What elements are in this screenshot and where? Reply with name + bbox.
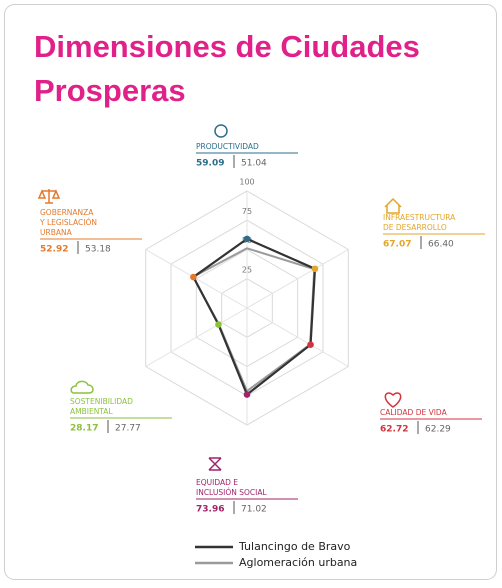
chart-title: Prosperas bbox=[34, 73, 186, 108]
value-label: 66.40 bbox=[428, 240, 454, 250]
icons bbox=[37, 124, 402, 471]
icon bbox=[384, 392, 402, 408]
spoke bbox=[145, 307, 248, 367]
category-label: CALIDAD DE VIDA bbox=[380, 408, 448, 417]
value-label: 59.09 bbox=[196, 159, 224, 169]
point bbox=[243, 391, 251, 398]
chart-title: Dimensiones de Ciudades bbox=[34, 29, 420, 64]
card bbox=[4, 4, 497, 580]
legend-label: Aglomeración urbana bbox=[239, 556, 357, 569]
point bbox=[307, 341, 314, 348]
icon bbox=[70, 380, 94, 394]
category-label: Y LEGISLACIÓN bbox=[39, 218, 97, 227]
value-label: 53.18 bbox=[85, 245, 111, 255]
icon bbox=[208, 457, 222, 471]
category-label: INFRAESTRUCTURA bbox=[383, 213, 456, 222]
value-label: 51.04 bbox=[241, 159, 267, 169]
icon bbox=[214, 124, 228, 138]
category-label: DE DESARROLLO bbox=[383, 223, 447, 232]
value-label: 28.17 bbox=[70, 424, 98, 434]
spoke bbox=[145, 249, 248, 309]
value-label: 52.92 bbox=[40, 245, 68, 255]
category-label: URBANA bbox=[40, 228, 73, 237]
point bbox=[215, 321, 222, 328]
r-tick-label: 100 bbox=[239, 178, 254, 187]
legend-label: Tulancingo de Bravo bbox=[238, 540, 351, 553]
category-label: GOBERNANZA bbox=[40, 208, 94, 217]
value-label: 27.77 bbox=[115, 424, 141, 434]
category-label: EQUIDAD E bbox=[196, 478, 238, 487]
icon bbox=[37, 189, 61, 204]
value-label: 62.72 bbox=[380, 425, 408, 435]
icon bbox=[384, 197, 402, 214]
value-label: 73.96 bbox=[196, 505, 224, 515]
point bbox=[311, 265, 319, 273]
value-label: 71.02 bbox=[241, 505, 267, 515]
category-label: AMBIENTAL bbox=[70, 407, 113, 416]
point bbox=[190, 273, 197, 281]
value-label: 62.29 bbox=[425, 425, 451, 435]
point bbox=[243, 235, 251, 243]
spoke bbox=[246, 249, 349, 309]
category-label: INCLUSIÓN SOCIAL bbox=[196, 488, 267, 497]
spoke bbox=[246, 307, 349, 367]
category-label: PRODUCTIVIDAD bbox=[196, 142, 259, 151]
value-label: 67.07 bbox=[383, 240, 411, 250]
category-label: SOSTENIBILIDAD bbox=[70, 397, 133, 406]
